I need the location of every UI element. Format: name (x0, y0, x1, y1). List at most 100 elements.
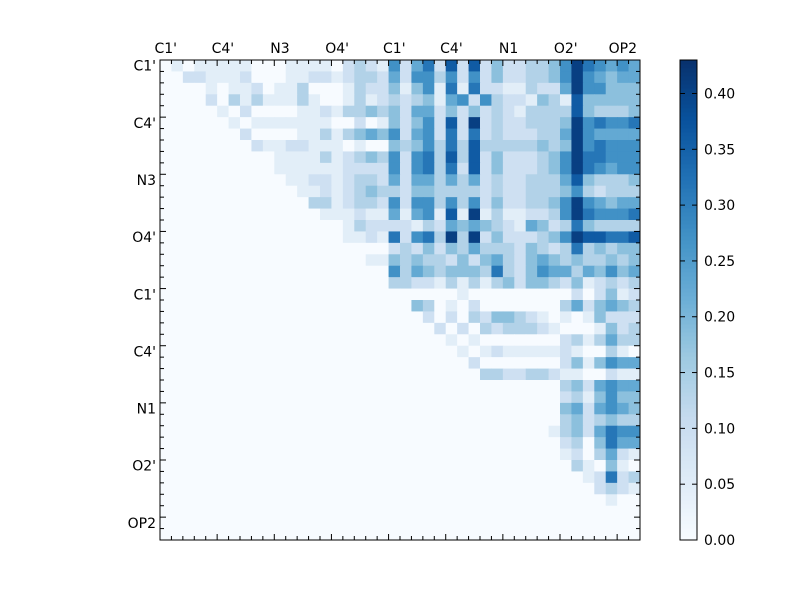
heatmap-cell (342, 140, 355, 152)
heatmap-cell (297, 494, 310, 507)
heatmap-cell (605, 414, 618, 427)
heatmap-cell (411, 494, 424, 507)
heatmap-cell (171, 414, 184, 427)
heatmap-cell (582, 117, 595, 130)
heatmap-cell (262, 437, 275, 450)
heatmap-cell (491, 174, 504, 187)
heatmap-cell (400, 528, 412, 541)
heatmap-cell (537, 71, 550, 84)
heatmap-cell (434, 494, 447, 507)
heatmap-cell (628, 482, 641, 495)
heatmap-cell (274, 162, 287, 175)
heatmap-cell (285, 254, 298, 267)
heatmap-cell (331, 380, 344, 392)
heatmap-cell (628, 277, 641, 290)
heatmap-cell (251, 277, 264, 290)
heatmap-cell (445, 368, 458, 381)
heatmap-cell (582, 208, 595, 221)
heatmap-cell (171, 425, 184, 438)
heatmap-cell (411, 471, 424, 484)
heatmap-cell (205, 151, 218, 164)
heatmap-cell (491, 402, 504, 415)
heatmap-cell (331, 174, 344, 187)
heatmap-cell (217, 94, 230, 107)
heatmap-cell (491, 277, 504, 290)
heatmap-cell (217, 322, 230, 335)
heatmap-cell (228, 345, 241, 358)
heatmap-cell (628, 174, 641, 187)
heatmap-cell (262, 528, 275, 541)
heatmap-cell (502, 185, 515, 198)
heatmap-cell (205, 517, 218, 530)
heatmap-cell (434, 402, 447, 415)
colorbar-segment (680, 172, 697, 177)
heatmap-cell (628, 460, 641, 472)
heatmap-cell (525, 437, 538, 450)
heatmap-cell (331, 94, 344, 107)
heatmap-cell (297, 140, 310, 152)
heatmap-cell (251, 494, 264, 507)
heatmap-cell (285, 265, 298, 278)
heatmap-cell (502, 208, 515, 221)
heatmap-cell (160, 208, 172, 221)
heatmap-cell (251, 482, 264, 495)
heatmap-cell (445, 151, 458, 164)
heatmap-cell (571, 60, 584, 72)
heatmap-cell (537, 505, 550, 518)
heatmap-cell (251, 322, 264, 335)
colorbar-segment (680, 536, 697, 541)
heatmap-cell (411, 265, 424, 278)
heatmap-cell (525, 425, 538, 438)
heatmap-cell (491, 322, 504, 335)
heatmap-cell (468, 402, 481, 415)
heatmap-cell (571, 517, 584, 530)
heatmap-cell (582, 482, 595, 495)
heatmap-cell (388, 128, 401, 141)
heatmap-cell (331, 425, 344, 438)
heatmap-cell (502, 425, 515, 438)
heatmap-cell (205, 494, 218, 507)
heatmap-cell (400, 460, 412, 472)
heatmap-cell (560, 311, 572, 324)
heatmap-cell (582, 71, 595, 84)
heatmap-cell (388, 117, 401, 130)
heatmap-cell (365, 345, 378, 358)
heatmap-cell (400, 300, 412, 312)
heatmap-cell (342, 345, 355, 358)
heatmap-cell (228, 105, 241, 118)
heatmap-cell (571, 300, 584, 312)
heatmap-cell (548, 300, 561, 312)
heatmap-cell (582, 380, 595, 392)
x-tick-label: N1 (499, 41, 518, 57)
heatmap-cell (514, 357, 527, 370)
heatmap-cell (422, 391, 435, 404)
heatmap-cell (434, 368, 447, 381)
heatmap-cell (434, 391, 447, 404)
heatmap-cell (285, 197, 298, 210)
heatmap-cell (377, 208, 390, 221)
heatmap-cell (377, 197, 390, 210)
heatmap-cell (228, 380, 241, 392)
heatmap-cell (480, 471, 492, 484)
colorbar-segment (680, 72, 697, 77)
heatmap-cell (251, 242, 264, 255)
colorbar-segment (680, 64, 697, 69)
heatmap-cell (628, 151, 641, 164)
heatmap-cell (171, 82, 184, 95)
heatmap-cell (262, 277, 275, 290)
colorbar-tick-label: 0.00 (704, 533, 735, 549)
heatmap-cell (571, 357, 584, 370)
heatmap-cell (525, 322, 538, 335)
heatmap-cell (354, 322, 367, 335)
heatmap-cell (514, 322, 527, 335)
heatmap-cell (285, 174, 298, 187)
heatmap-cell (457, 140, 470, 152)
heatmap-cell (285, 414, 298, 427)
heatmap-cell (594, 334, 607, 347)
heatmap-cell (342, 94, 355, 107)
heatmap-cell (434, 437, 447, 450)
heatmap-cell (274, 60, 287, 72)
heatmap-cell (342, 162, 355, 175)
heatmap-cell (354, 117, 367, 130)
heatmap-cell (377, 357, 390, 370)
